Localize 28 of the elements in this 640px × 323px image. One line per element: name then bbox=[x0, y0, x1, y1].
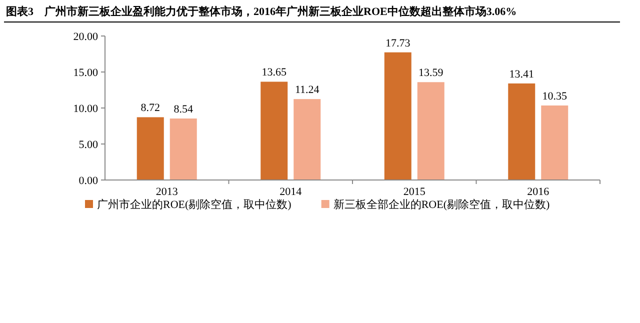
y-tick-label: 20.00 bbox=[73, 31, 98, 43]
legend-label: 新三板全部企业的ROE(剔除空值，取中位数) bbox=[333, 198, 550, 211]
data-label: 10.35 bbox=[542, 90, 568, 102]
bar bbox=[417, 82, 444, 180]
y-tick-label: 10.00 bbox=[73, 103, 98, 115]
data-label: 8.54 bbox=[174, 104, 194, 116]
data-label: 11.24 bbox=[294, 84, 320, 96]
bar bbox=[294, 99, 321, 180]
data-label: 8.72 bbox=[140, 102, 160, 114]
x-tick-label: 2013 bbox=[156, 186, 178, 198]
bar bbox=[170, 118, 197, 180]
bar bbox=[136, 117, 164, 180]
chart-title: 图表3 广州市新三板企业盈利能力优于整体市场，2016年广州新三板企业ROE中位数超出整体市场3.06% bbox=[6, 5, 517, 18]
y-tick-label: 0.00 bbox=[78, 175, 98, 187]
data-label: 13.59 bbox=[418, 67, 444, 80]
data-label: 17.73 bbox=[386, 37, 411, 50]
x-tick-label: 2016 bbox=[527, 186, 550, 198]
bar bbox=[508, 83, 536, 180]
y-tick-label: 15.00 bbox=[73, 67, 98, 79]
data-label: 13.41 bbox=[509, 68, 534, 80]
data-label: 13.65 bbox=[262, 66, 287, 79]
x-tick-label: 2014 bbox=[280, 186, 302, 198]
bar bbox=[260, 82, 288, 180]
legend-label: 广州市企业的ROE(剔除空值，取中位数) bbox=[97, 198, 292, 211]
x-tick-label: 2015 bbox=[403, 186, 426, 198]
bar bbox=[384, 52, 412, 180]
y-tick-label: 5.00 bbox=[78, 139, 98, 151]
bar bbox=[541, 105, 568, 180]
